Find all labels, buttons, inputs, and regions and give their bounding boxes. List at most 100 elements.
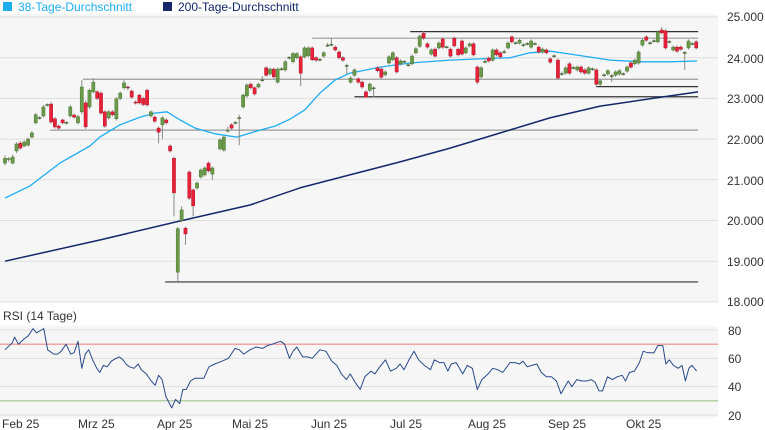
candle-up — [563, 66, 568, 75]
candle-down — [536, 45, 541, 54]
candle-body — [659, 29, 664, 34]
ma200-line-group — [4, 91, 699, 262]
candle-down — [678, 45, 683, 51]
candle-body — [264, 67, 268, 76]
candle-down — [133, 100, 138, 105]
candle-up — [682, 51, 687, 70]
candle-up — [533, 42, 537, 46]
candle-down — [99, 91, 103, 115]
candle-body — [498, 52, 503, 58]
candle-up — [371, 86, 376, 98]
candle-up — [114, 97, 119, 121]
candle-body — [87, 90, 92, 108]
candle-up — [483, 57, 487, 64]
rsi-tick-label: 80 — [728, 324, 742, 338]
candle-body — [694, 41, 699, 49]
candle-body — [548, 58, 553, 63]
legend: 38-Tage-Durchschnitt 200-Tage-Durchschni… — [3, 0, 299, 14]
candle-up — [245, 83, 249, 98]
candle-up — [68, 104, 73, 118]
candle-body — [421, 33, 426, 39]
candle-body — [191, 189, 196, 207]
candle-down — [152, 115, 157, 123]
candle-down — [375, 66, 380, 73]
candle-body — [126, 86, 130, 89]
candle-body — [41, 106, 46, 117]
rsi-tick-label: 60 — [728, 352, 742, 366]
candle-body — [360, 81, 364, 88]
candle-body — [268, 68, 272, 75]
candle-body — [133, 101, 138, 104]
candle-body — [344, 65, 349, 67]
candle-body — [655, 31, 660, 43]
candle-body — [333, 46, 338, 51]
candle-body — [467, 43, 472, 47]
candle-down — [264, 66, 268, 77]
candle-body — [675, 46, 679, 52]
candle-up — [613, 70, 618, 77]
candle-body — [364, 91, 368, 98]
candle-down — [18, 141, 23, 150]
candle-down — [60, 118, 65, 125]
y-tick-label: 20.000 — [727, 214, 764, 228]
candle-up — [26, 137, 30, 147]
candle-down — [475, 65, 480, 85]
x-axis: Feb 25 Mrz 25 Apr 25 Mai 25 Jun 25 Jul 2… — [2, 417, 662, 430]
candle-body — [141, 98, 146, 105]
x-tick-label: Jul 25 — [390, 417, 422, 430]
candle-body — [245, 84, 249, 97]
candle-up — [690, 42, 695, 46]
candle-up — [686, 39, 691, 50]
rsi-y-axis: 80 60 40 20 — [728, 324, 742, 423]
candle-body — [260, 79, 265, 81]
y-tick-label: 23.000 — [727, 92, 764, 106]
candle-up — [91, 78, 96, 94]
candle-body — [533, 43, 537, 45]
candle-body — [222, 136, 226, 151]
candle-up — [414, 47, 418, 55]
candle-body — [460, 40, 464, 55]
candle-body — [671, 46, 676, 51]
candle-up — [30, 130, 34, 139]
candle-up — [118, 91, 123, 101]
candle-body — [37, 117, 42, 119]
candle-body — [79, 86, 84, 113]
candle-up — [513, 41, 518, 45]
candle-up — [552, 54, 556, 58]
candle-body — [602, 74, 606, 77]
candle-up — [625, 65, 629, 73]
candle-body — [6, 158, 11, 160]
candle-body — [625, 66, 629, 72]
candle-down — [452, 36, 457, 48]
candle-body — [517, 39, 522, 44]
rsi-title: RSI (14 Tage) — [3, 309, 77, 323]
candle-body — [233, 122, 238, 124]
candle-body — [510, 36, 514, 43]
candle-body — [83, 102, 88, 128]
candle-body — [636, 51, 641, 64]
candle-body — [571, 67, 576, 69]
candle-up — [325, 43, 330, 48]
candle-body — [168, 145, 172, 152]
candle-body — [525, 43, 530, 45]
candle-up — [667, 40, 672, 44]
candle-up — [241, 93, 245, 109]
candle-up — [417, 34, 422, 48]
x-tick-label: Apr 25 — [157, 417, 193, 430]
candle-up — [517, 38, 522, 45]
candle-up — [210, 166, 215, 180]
candle-body — [383, 71, 388, 76]
candle-body — [183, 227, 188, 235]
candle-up — [344, 63, 349, 74]
candle-body — [145, 90, 149, 106]
candle-up — [621, 72, 626, 76]
candle-down — [579, 65, 583, 74]
candle-body — [617, 70, 622, 75]
candle-up — [329, 38, 334, 47]
candle-down — [448, 47, 453, 58]
candle-body — [275, 68, 280, 83]
candle-body — [102, 111, 107, 127]
candle-body — [448, 48, 453, 57]
candle-body — [652, 40, 656, 42]
candle-down — [494, 48, 499, 57]
